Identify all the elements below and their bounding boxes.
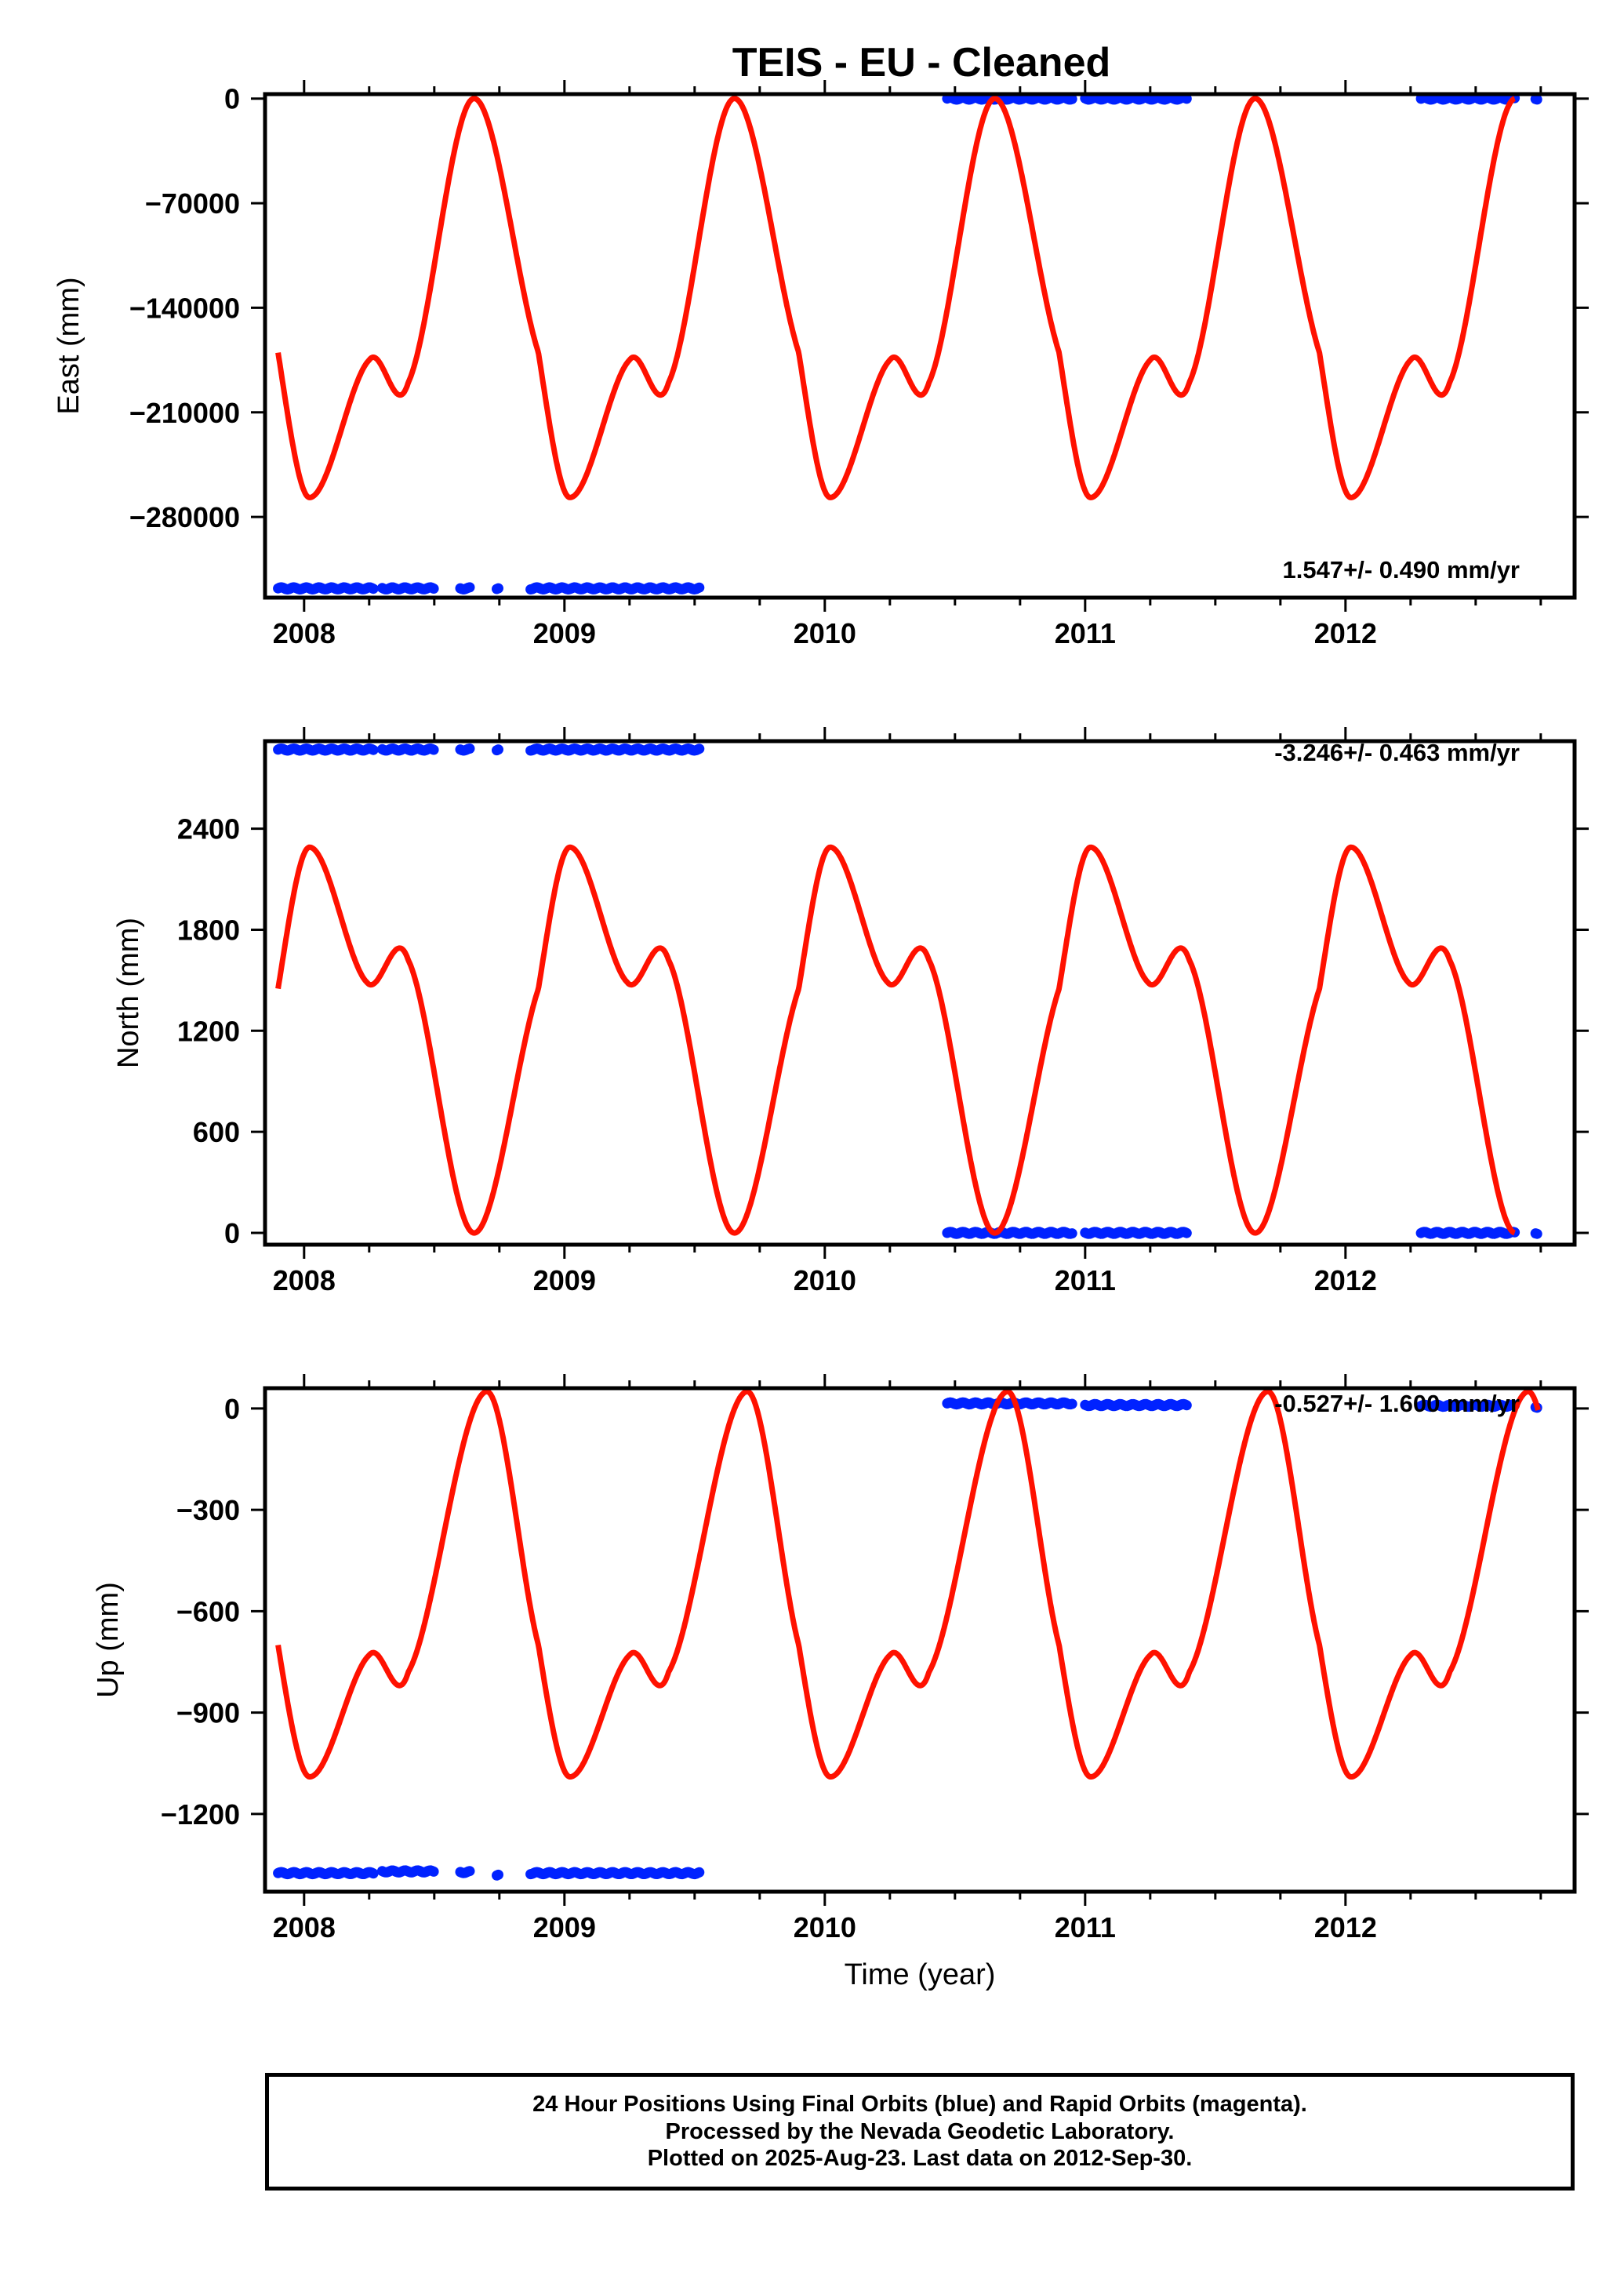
observation-point <box>1066 1228 1077 1239</box>
observation-point <box>464 1866 475 1877</box>
y-tick-label: −900 <box>176 1697 240 1729</box>
y-tick-label: 0 <box>224 1393 240 1425</box>
observation-point <box>368 584 379 594</box>
observation-point <box>428 1866 439 1877</box>
observation-series <box>273 744 1542 1239</box>
rate-annotation: -0.527+/- 1.600 mm/yr <box>1274 1390 1520 1417</box>
x-tick-label: 2010 <box>794 1911 856 1943</box>
x-tick-label: 2008 <box>273 1264 336 1296</box>
observation-point <box>464 582 475 593</box>
y-tick-label: −600 <box>176 1595 240 1627</box>
observation-point <box>1066 1398 1077 1409</box>
y-tick-label: −70000 <box>145 187 240 220</box>
east-panel: 2008 2009 2010 2011 2012 0 −70000 −140000 −21000… <box>53 80 1589 649</box>
y-axis-label: North (mm) <box>112 918 145 1068</box>
x-tick-label: 2010 <box>794 617 856 649</box>
observation-point <box>1181 1400 1192 1411</box>
north-panel: 2008 2009 2010 2011 2012 2400 1800 1200 600 0 Nort… <box>112 727 1589 1296</box>
observation-point <box>1181 1227 1192 1238</box>
observation-point <box>368 744 379 755</box>
plot-frame <box>263 92 1577 600</box>
observation-series <box>273 1397 1542 1881</box>
observation-point <box>368 1868 379 1879</box>
y-tick-label: 2400 <box>177 813 240 845</box>
x-tick-label: 2012 <box>1314 1911 1377 1943</box>
x-tick-label: 2008 <box>273 617 336 649</box>
x-tick-label: 2010 <box>794 1264 856 1296</box>
observation-point <box>1181 94 1192 104</box>
observation-point <box>1531 94 1542 105</box>
observation-point <box>493 744 503 755</box>
y-tick-label: −280000 <box>129 501 240 533</box>
caption-line-3: Plotted on 2025-Aug-23. Last data on 201… <box>647 2146 1193 2172</box>
model-curve <box>275 96 1517 500</box>
y-tick-label: −1200 <box>161 1798 240 1831</box>
rate-annotation: 1.547+/- 0.490 mm/yr <box>1283 556 1520 584</box>
x-tick-label: 2012 <box>1314 617 1377 649</box>
y-tick-label: 1800 <box>177 914 240 946</box>
caption-box: 24 Hour Positions Using Final Orbits (bl… <box>265 2073 1575 2191</box>
y-tick-label: −300 <box>176 1494 240 1526</box>
chart-title: TEIS - EU - Cleaned <box>732 40 1111 85</box>
up-panel: 2008 2009 2010 2011 2012 0 −300 −600 −900 −1200 Up… <box>92 1374 1589 1943</box>
y-tick-label: 600 <box>193 1116 240 1148</box>
observation-point <box>493 1869 503 1880</box>
y-tick-label: 1200 <box>177 1015 240 1047</box>
x-tick-label: 2008 <box>273 1911 336 1943</box>
observation-point <box>464 744 475 754</box>
x-tick-label: 2009 <box>533 617 596 649</box>
y-axis-label: Up (mm) <box>92 1582 125 1698</box>
observation-point <box>694 582 705 593</box>
observation-point <box>493 583 503 594</box>
observation-point <box>428 744 439 755</box>
model-curve <box>275 844 1517 1236</box>
y-tick-label: −140000 <box>129 292 240 324</box>
observation-point <box>694 1867 705 1878</box>
model-curve <box>275 1388 1541 1780</box>
x-tick-label: 2009 <box>533 1264 596 1296</box>
caption-line-1: 24 Hour Positions Using Final Orbits (bl… <box>532 2091 1307 2117</box>
x-tick-label: 2012 <box>1314 1264 1377 1296</box>
x-tick-label: 2011 <box>1055 1911 1116 1943</box>
observation-series <box>273 94 1542 594</box>
observation-point <box>428 584 439 594</box>
observation-point <box>1531 1228 1542 1239</box>
caption-line-2: Processed by the Nevada Geodetic Laborat… <box>665 2118 1175 2144</box>
rate-annotation: -3.246+/- 0.463 mm/yr <box>1274 739 1520 766</box>
y-tick-label: 0 <box>224 83 240 115</box>
x-tick-label: 2011 <box>1055 617 1116 649</box>
x-axis-label: Time (year) <box>845 1958 996 1991</box>
plot-frame <box>263 739 1577 1247</box>
y-axis-label: East (mm) <box>53 277 85 414</box>
y-tick-label: 0 <box>224 1217 240 1249</box>
observation-point <box>694 744 705 754</box>
plot-frame <box>263 1386 1577 1894</box>
observation-point <box>1066 94 1077 104</box>
x-tick-label: 2009 <box>533 1911 596 1943</box>
x-tick-label: 2011 <box>1055 1264 1116 1296</box>
y-tick-label: −210000 <box>129 397 240 429</box>
